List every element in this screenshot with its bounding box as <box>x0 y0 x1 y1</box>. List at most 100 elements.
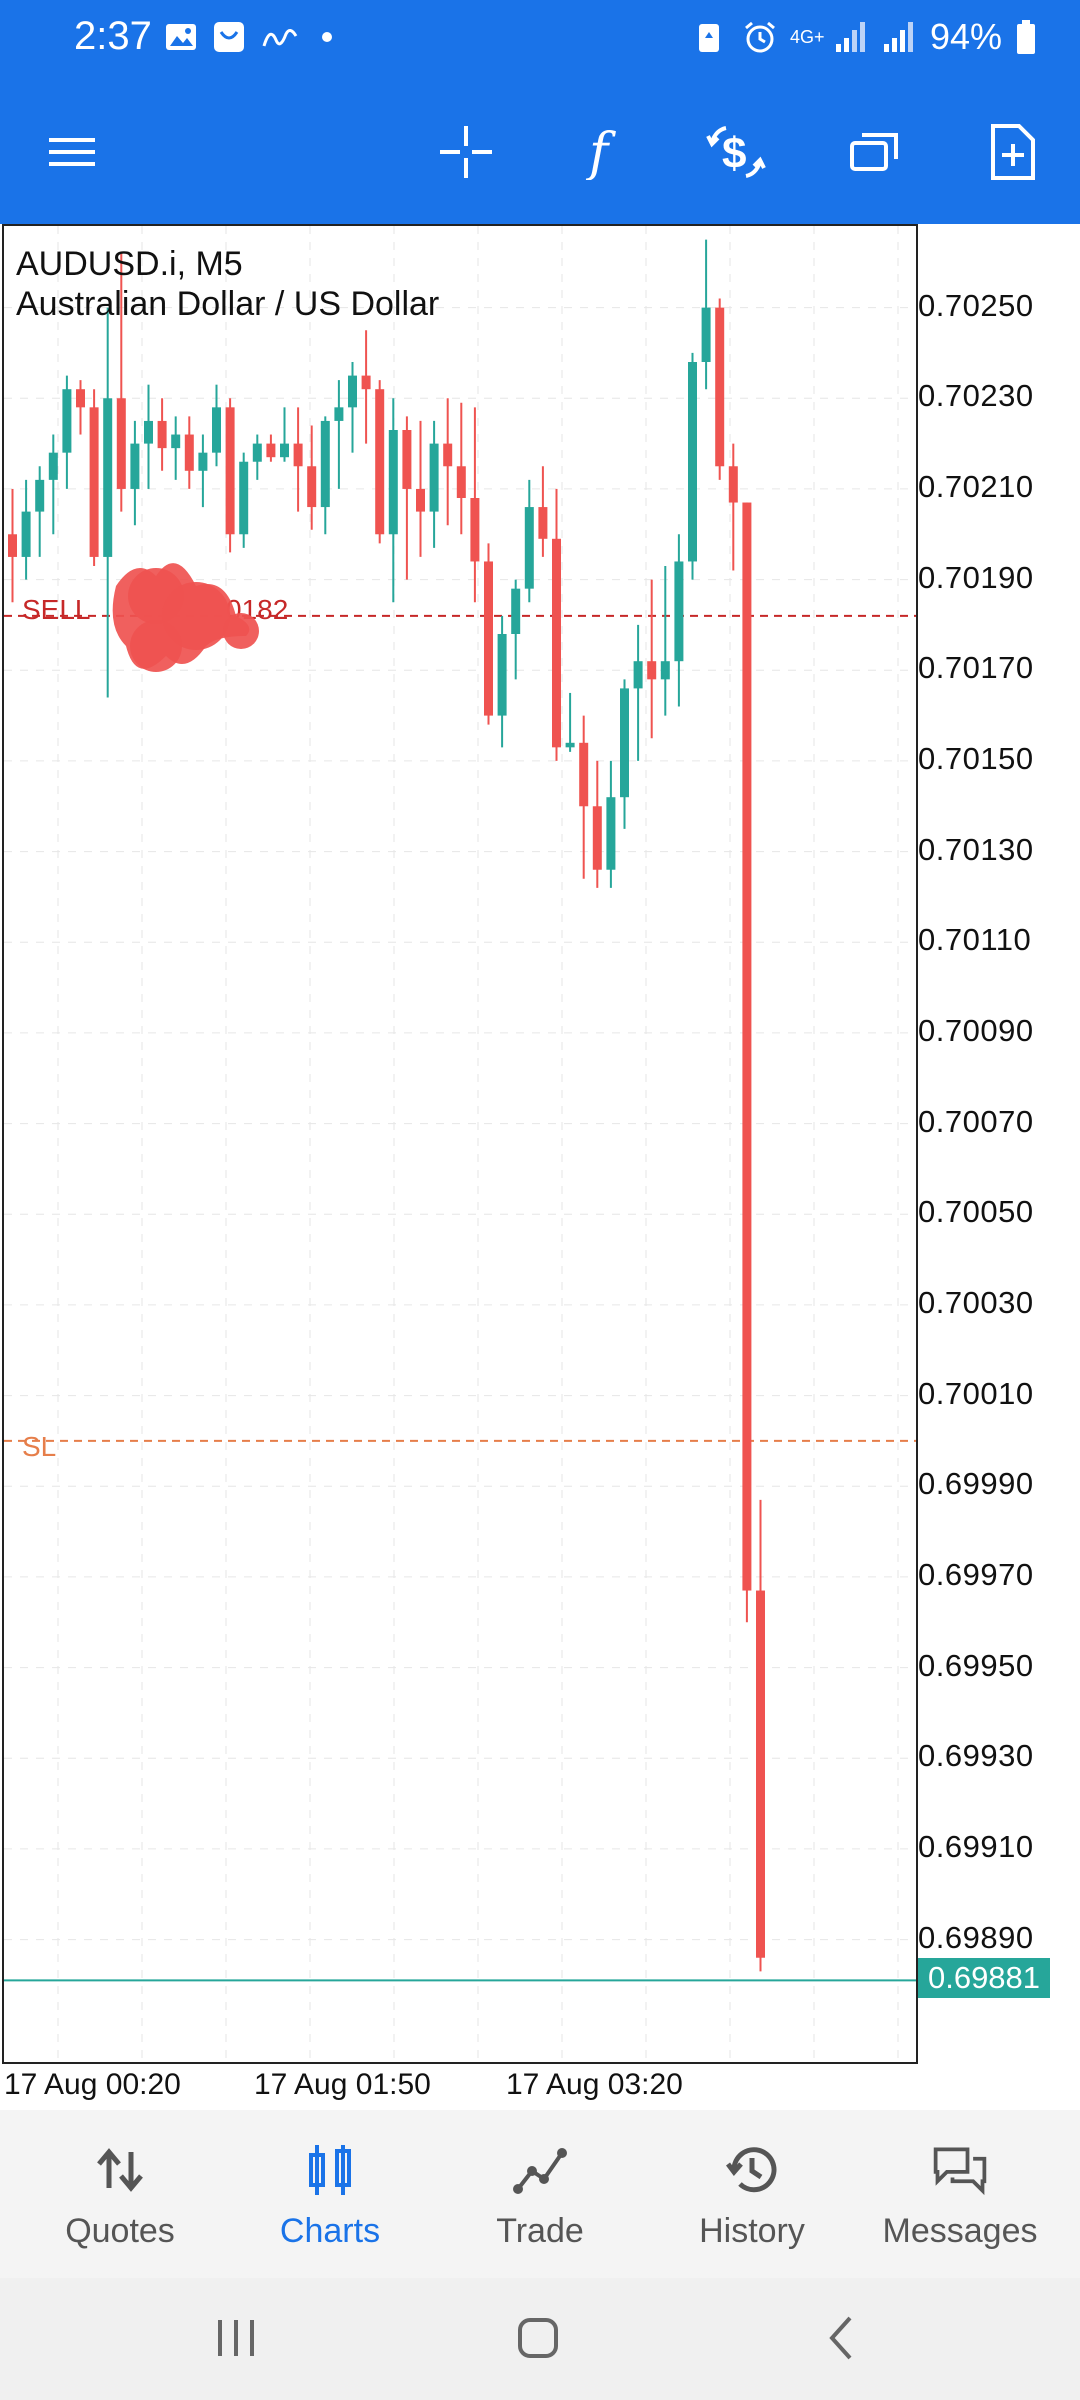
bottom-navigation: Quotes Charts Trade History Messages <box>0 2110 1080 2278</box>
price-tick-label: 0.70150 <box>918 740 1034 776</box>
candle-body <box>280 443 289 458</box>
candle-body <box>470 498 480 562</box>
candle <box>538 466 548 557</box>
redaction-scribble <box>112 563 259 672</box>
status-bar: 2:37 4G+ 94% <box>0 0 1080 78</box>
candle-body <box>592 806 602 870</box>
candle <box>361 330 371 444</box>
candle-body <box>674 561 684 662</box>
candle-body <box>660 661 670 680</box>
battery-icon <box>1016 20 1050 54</box>
price-tick-label: 0.70010 <box>918 1375 1034 1411</box>
candle <box>429 420 439 548</box>
nav-messages[interactable]: Messages <box>852 2142 1068 2251</box>
candle <box>456 402 466 535</box>
chart-area[interactable]: AUDUSD.i, M5 Australian Dollar / US Doll… <box>2 224 918 2064</box>
candle-body <box>76 389 85 408</box>
quotes-icon <box>90 2142 150 2198</box>
candle <box>8 488 17 603</box>
candle <box>35 466 45 557</box>
nav-quotes[interactable]: Quotes <box>12 2142 228 2251</box>
candle-body <box>579 742 589 807</box>
time-tick-label: 17 Aug 00:20 <box>4 2068 181 2101</box>
candle-body <box>524 507 534 589</box>
trade-chart-icon <box>510 2142 570 2198</box>
candle <box>225 398 235 553</box>
candle-body <box>266 443 276 458</box>
price-tick-label: 0.70250 <box>918 287 1034 323</box>
candle-body <box>348 375 357 408</box>
price-tick-label: 0.70170 <box>918 650 1034 686</box>
windows-icon[interactable] <box>842 120 906 184</box>
candle-body <box>443 443 453 467</box>
candle <box>674 534 684 707</box>
candlestick-chart[interactable] <box>4 226 916 2062</box>
new-order-icon[interactable] <box>980 120 1044 184</box>
price-tick-label: 0.70130 <box>918 831 1034 867</box>
candle-body <box>552 538 561 748</box>
candle <box>239 452 249 548</box>
price-tick-label: 0.70090 <box>918 1012 1034 1048</box>
candle-body <box>21 511 31 557</box>
indicators-icon[interactable]: f <box>572 120 636 184</box>
candle-body <box>144 420 153 444</box>
system-navigation <box>0 2278 1080 2400</box>
candle-body <box>103 398 113 557</box>
recent-apps-icon[interactable] <box>206 2308 266 2368</box>
trade-icon[interactable]: $ <box>704 120 768 184</box>
candle <box>334 380 344 489</box>
nav-charts[interactable]: Charts <box>222 2142 438 2251</box>
price-tick-label: 0.69910 <box>918 1828 1034 1864</box>
candle <box>524 479 534 603</box>
candle-body <box>8 534 17 557</box>
alarm-icon <box>742 20 776 54</box>
current-price-badge: 0.69881 <box>918 1958 1050 1999</box>
candle <box>293 407 303 512</box>
candle-body <box>497 634 507 716</box>
nav-trade[interactable]: Trade <box>432 2142 648 2251</box>
candle-body <box>728 466 738 503</box>
candle-body <box>538 507 548 539</box>
candle <box>76 380 85 435</box>
shopping-icon <box>212 20 246 54</box>
candle <box>280 407 289 462</box>
candle-body <box>388 430 398 535</box>
candle <box>388 398 398 603</box>
price-tick-label: 0.70030 <box>918 1284 1034 1320</box>
candle <box>443 398 453 526</box>
candle-body <box>565 742 575 748</box>
candle <box>742 502 752 1623</box>
dot-icon <box>322 32 332 42</box>
candle <box>470 407 480 603</box>
time-axis: 17 Aug 00:20 17 Aug 01:50 17 Aug 03:20 <box>0 2064 1080 2110</box>
candle-body <box>484 561 493 716</box>
candle-body <box>620 688 629 798</box>
time-tick-label: 17 Aug 01:50 <box>254 2068 431 2101</box>
sl-line-label: SL <box>22 1431 57 1462</box>
menu-icon[interactable] <box>40 120 104 184</box>
candle <box>266 434 276 462</box>
candle <box>402 416 412 580</box>
candle <box>348 362 357 453</box>
nav-history[interactable]: History <box>644 2142 860 2251</box>
candle-body <box>606 797 616 870</box>
battery-saver-icon <box>694 20 728 54</box>
price-tick-label: 0.70190 <box>918 559 1034 595</box>
back-icon[interactable] <box>812 2308 872 2368</box>
network-type: 4G+ <box>789 27 825 47</box>
price-tick-label: 0.69950 <box>918 1647 1034 1683</box>
candle <box>592 760 602 888</box>
status-right-icons: 4G+ 94% <box>694 16 1050 58</box>
candle-body <box>688 362 697 562</box>
crosshair-icon[interactable] <box>434 120 498 184</box>
candle-body <box>198 452 208 471</box>
price-tick-label: 0.70070 <box>918 1103 1034 1139</box>
top-toolbar: f $ <box>0 78 1080 224</box>
candle <box>375 380 385 544</box>
candle <box>307 425 317 530</box>
candle-body <box>429 443 439 512</box>
candle <box>212 384 221 467</box>
home-icon[interactable] <box>508 2308 568 2368</box>
charts-icon <box>300 2142 360 2198</box>
candle <box>660 566 670 716</box>
